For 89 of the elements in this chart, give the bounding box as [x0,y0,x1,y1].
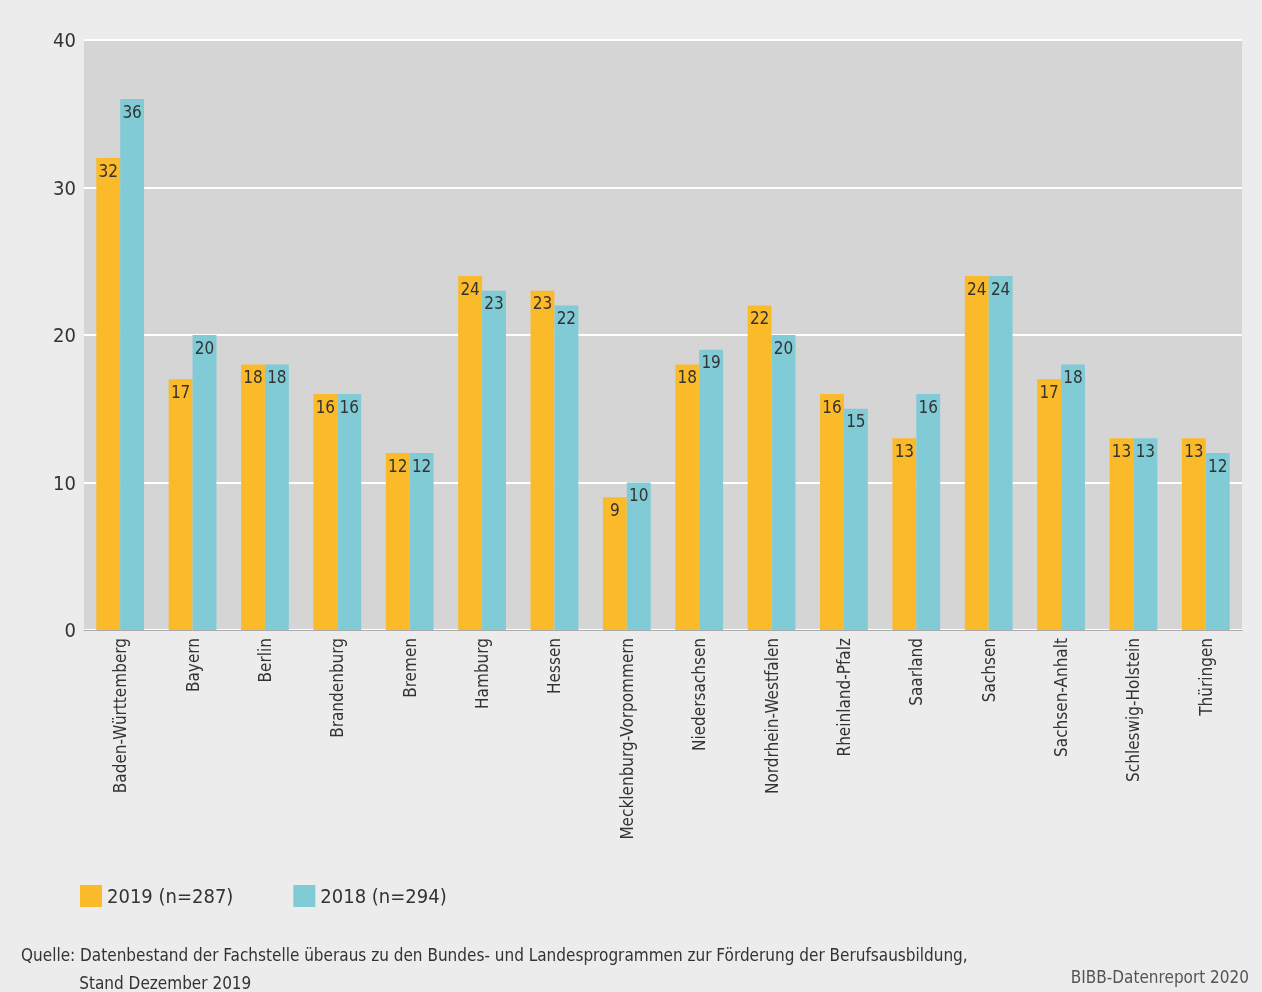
x-tick-label: Hamburg [472,638,493,709]
data-label: 23 [484,293,504,314]
bar [1037,379,1062,630]
data-label: 12 [1208,455,1228,476]
data-label: 13 [1184,440,1204,461]
source-note: Quelle: Datenbestand der Fachstelle überaus zu den Bundes- und Landesprogrammen zur Förderung der Berufsausbildung, Stand Dezember 2019 [21,945,968,992]
x-tick-label: Nordrhein-Westfalen [761,638,782,794]
data-label: 24 [990,278,1011,299]
bar [1133,438,1158,630]
legend-label: 2018 (n=294) [320,884,447,908]
bar [554,305,579,630]
data-label: 23 [532,293,553,314]
bar [385,453,410,630]
y-tick-label: 40 [53,28,76,52]
bar [192,335,217,630]
x-tick-label: Berlin [254,638,275,683]
data-label: 18 [1063,367,1083,387]
bar [892,438,917,630]
bar [1061,364,1085,630]
data-label: 16 [918,396,938,417]
data-label: 18 [243,367,263,387]
x-tick-label: Brandenburg [327,638,348,738]
y-tick-label: 20 [53,323,76,347]
bar [626,482,651,630]
bar [409,453,434,630]
bar [916,394,941,630]
data-label: 15 [846,411,866,432]
data-label: 10 [629,485,649,505]
x-tick-label: Sachsen-Anhalt [1051,638,1072,757]
x-tick-label: Thüringen [1195,638,1216,717]
bar [1205,453,1230,630]
x-tick-label: Niedersachsen [689,638,710,752]
legend-label: 2019 (n=287) [107,884,234,908]
x-tick-label: Bayern [182,638,203,693]
data-label: 32 [98,160,118,181]
data-label: 13 [894,440,915,461]
data-label: 18 [267,367,287,387]
data-label: 18 [677,367,697,387]
bar [1109,438,1134,630]
bar [168,379,193,630]
data-label: 24 [460,278,480,299]
x-tick-label: Saarland [906,638,927,706]
data-label: 16 [315,396,336,417]
bar [264,364,289,630]
data-label: 20 [773,337,794,358]
x-tick-label: Schleswig-Holstein [1123,638,1144,782]
data-label: 36 [122,101,142,122]
bar [675,364,700,630]
x-tick-label: Bremen [399,638,420,698]
bar [699,349,724,630]
bar [96,158,121,630]
bar [458,276,483,630]
data-label: 20 [194,337,215,358]
data-label: 12 [411,455,432,476]
data-label: 22 [556,308,577,328]
x-tick-label: Hessen [544,638,565,694]
data-label: 9 [610,499,620,520]
data-label: 17 [1039,381,1059,402]
bar [964,276,989,630]
y-tick-label: 30 [53,175,76,200]
y-tick-label: 0 [64,618,76,642]
y-tick-label: 10 [53,470,76,495]
data-label: 17 [170,381,191,402]
data-label: 13 [1135,440,1156,461]
bar [241,364,265,630]
bar [530,290,555,630]
data-label: 16 [822,396,842,417]
bar [482,290,506,630]
text: BIBB-Datenreport 2020 [1070,966,1250,987]
bar [1181,438,1206,630]
x-tick-label: Mecklenburg-Vorpommern [616,638,637,840]
bar [337,394,362,630]
data-label: 13 [1111,440,1132,461]
bar [120,99,145,630]
bar [988,276,1013,630]
x-tick-label: Baden-Württemberg [110,638,131,794]
data-label: 12 [388,455,408,476]
data-label: 19 [701,352,721,373]
bar [771,335,796,630]
bar [820,394,844,630]
data-label: 16 [339,396,359,417]
data-label: 22 [749,308,770,328]
bar [313,394,338,630]
bar [843,408,868,630]
x-tick-label: Sachsen [978,638,999,703]
bar [602,497,627,630]
x-tick-label: Rheinland-Pfalz [833,638,854,757]
bar [747,305,772,630]
data-label: 24 [967,278,987,299]
